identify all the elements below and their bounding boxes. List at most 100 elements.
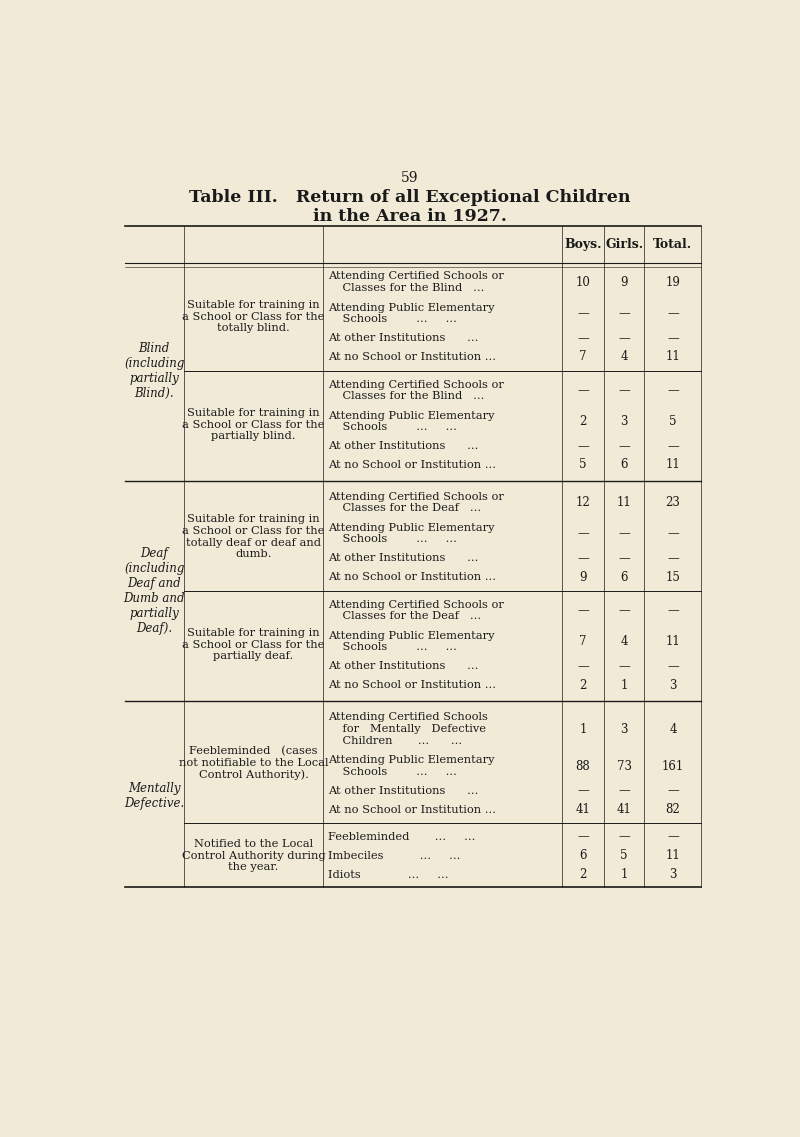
Text: Suitable for training in
a School or Class for the
totally deaf or deaf and
dumb: Suitable for training in a School or Cla… (182, 514, 325, 559)
Text: —: — (618, 551, 630, 565)
Text: —: — (577, 830, 589, 844)
Text: 15: 15 (666, 571, 680, 583)
Text: Attending Certified Schools or
    Classes for the Deaf   ...: Attending Certified Schools or Classes f… (328, 492, 504, 514)
Text: At no School or Institution ...: At no School or Institution ... (328, 351, 496, 362)
Text: Idiots             ...     ...: Idiots ... ... (328, 870, 449, 880)
Text: —: — (667, 440, 678, 453)
Text: —: — (577, 440, 589, 453)
Text: —: — (667, 332, 678, 345)
Text: Imbeciles          ...     ...: Imbeciles ... ... (328, 850, 461, 861)
Text: 3: 3 (621, 415, 628, 428)
Text: —: — (577, 785, 589, 797)
Text: Boys.: Boys. (564, 238, 602, 250)
Text: 9: 9 (579, 571, 586, 583)
Text: —: — (577, 659, 589, 673)
Text: 161: 161 (662, 760, 684, 773)
Text: At other Institutions      ...: At other Institutions ... (328, 441, 478, 451)
Text: At no School or Institution ...: At no School or Institution ... (328, 680, 496, 690)
Text: 6: 6 (621, 458, 628, 472)
Text: —: — (667, 604, 678, 617)
Text: 6: 6 (621, 571, 628, 583)
Text: 59: 59 (402, 172, 418, 185)
Text: —: — (667, 551, 678, 565)
Text: 82: 82 (666, 804, 680, 816)
Text: At no School or Institution ...: At no School or Institution ... (328, 572, 496, 582)
Text: Table III.   Return of all Exceptional Children: Table III. Return of all Exceptional Chi… (190, 189, 630, 206)
Text: Attending Certified Schools or
    Classes for the Blind   ...: Attending Certified Schools or Classes f… (328, 272, 504, 293)
Text: —: — (618, 332, 630, 345)
Text: 11: 11 (666, 636, 680, 648)
Text: —: — (618, 785, 630, 797)
Text: —: — (618, 384, 630, 397)
Text: 5: 5 (579, 458, 586, 472)
Text: Attending Certified Schools
    for   Mentally   Defective
    Children       ..: Attending Certified Schools for Mentally… (328, 713, 488, 746)
Text: Attending Public Elementary
    Schools        ...     ...: Attending Public Elementary Schools ... … (328, 523, 494, 545)
Text: 19: 19 (666, 276, 680, 289)
Text: 9: 9 (621, 276, 628, 289)
Text: Suitable for training in
a School or Class for the
totally blind.: Suitable for training in a School or Cla… (182, 300, 325, 333)
Text: 4: 4 (621, 350, 628, 364)
Text: 11: 11 (666, 350, 680, 364)
Text: —: — (618, 528, 630, 540)
Text: At other Institutions      ...: At other Institutions ... (328, 554, 478, 564)
Text: 1: 1 (621, 868, 628, 881)
Text: 1: 1 (579, 722, 586, 736)
Text: 88: 88 (576, 760, 590, 773)
Text: —: — (618, 604, 630, 617)
Text: Attending Certified Schools or
    Classes for the Deaf   ...: Attending Certified Schools or Classes f… (328, 600, 504, 622)
Text: Attending Public Elementary
    Schools        ...     ...: Attending Public Elementary Schools ... … (328, 410, 494, 432)
Text: Blind
(including
partially
Blind).: Blind (including partially Blind). (124, 341, 185, 399)
Text: 11: 11 (666, 458, 680, 472)
Text: 41: 41 (617, 804, 632, 816)
Text: 10: 10 (575, 276, 590, 289)
Text: 3: 3 (621, 722, 628, 736)
Text: 1: 1 (621, 679, 628, 691)
Text: At other Institutions      ...: At other Institutions ... (328, 333, 478, 343)
Text: —: — (618, 830, 630, 844)
Text: 11: 11 (617, 496, 631, 509)
Text: Mentally
Defective.: Mentally Defective. (124, 781, 184, 810)
Text: Attending Public Elementary
    Schools        ...     ...: Attending Public Elementary Schools ... … (328, 755, 494, 777)
Text: —: — (667, 785, 678, 797)
Text: —: — (667, 659, 678, 673)
Text: Suitable for training in
a School or Class for the
partially blind.: Suitable for training in a School or Cla… (182, 408, 325, 441)
Text: —: — (577, 528, 589, 540)
Text: 2: 2 (579, 868, 586, 881)
Text: 73: 73 (617, 760, 632, 773)
Text: 41: 41 (575, 804, 590, 816)
Text: —: — (618, 440, 630, 453)
Text: —: — (577, 307, 589, 319)
Text: 5: 5 (669, 415, 677, 428)
Text: —: — (618, 307, 630, 319)
Text: 11: 11 (666, 849, 680, 862)
Text: —: — (667, 307, 678, 319)
Text: 7: 7 (579, 636, 586, 648)
Text: —: — (667, 384, 678, 397)
Text: 23: 23 (666, 496, 680, 509)
Text: —: — (667, 830, 678, 844)
Text: —: — (667, 528, 678, 540)
Text: 6: 6 (579, 849, 586, 862)
Text: 4: 4 (621, 636, 628, 648)
Text: 3: 3 (669, 868, 677, 881)
Text: —: — (577, 551, 589, 565)
Text: At no School or Institution ...: At no School or Institution ... (328, 805, 496, 815)
Text: Feebleminded       ...     ...: Feebleminded ... ... (328, 832, 475, 843)
Text: 12: 12 (576, 496, 590, 509)
Text: Girls.: Girls. (605, 238, 643, 250)
Text: At other Institutions      ...: At other Institutions ... (328, 786, 478, 796)
Text: Attending Certified Schools or
    Classes for the Blind   ...: Attending Certified Schools or Classes f… (328, 380, 504, 401)
Text: Attending Public Elementary
    Schools        ...     ...: Attending Public Elementary Schools ... … (328, 631, 494, 653)
Text: —: — (577, 332, 589, 345)
Text: 5: 5 (621, 849, 628, 862)
Text: —: — (577, 384, 589, 397)
Text: 2: 2 (579, 679, 586, 691)
Text: Deaf
(including
Deaf and
Dumb and
partially
Deaf).: Deaf (including Deaf and Dumb and partia… (123, 547, 185, 634)
Text: Attending Public Elementary
    Schools        ...     ...: Attending Public Elementary Schools ... … (328, 302, 494, 324)
Text: 7: 7 (579, 350, 586, 364)
Text: At no School or Institution ...: At no School or Institution ... (328, 459, 496, 470)
Text: Notified to the Local
Control Authority during
the year.: Notified to the Local Control Authority … (182, 839, 326, 872)
Text: At other Institutions      ...: At other Institutions ... (328, 662, 478, 672)
Text: Feebleminded   (cases
not notifiable to the Local
Control Authority).: Feebleminded (cases not notifiable to th… (178, 746, 328, 780)
Text: 3: 3 (669, 679, 677, 691)
